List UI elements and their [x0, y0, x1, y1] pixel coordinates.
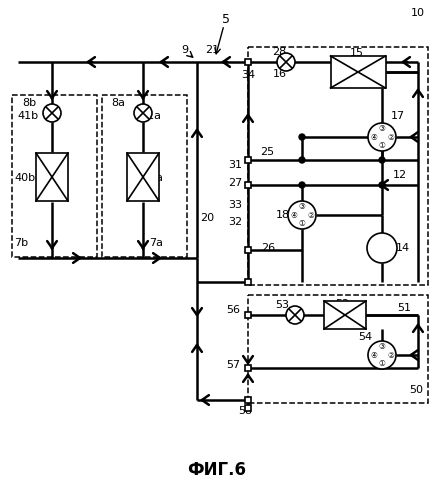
Text: 14: 14	[396, 243, 410, 253]
Text: 41a: 41a	[140, 111, 161, 121]
Circle shape	[368, 123, 396, 151]
Text: ②: ②	[307, 211, 314, 220]
Circle shape	[299, 182, 305, 188]
Text: 34: 34	[241, 70, 255, 80]
Text: 12: 12	[393, 170, 407, 180]
Text: ①: ①	[378, 141, 385, 150]
Text: 5: 5	[222, 12, 230, 25]
Bar	[245, 405, 251, 411]
Bar	[245, 59, 251, 65]
Text: ④: ④	[290, 211, 297, 220]
Text: ④: ④	[370, 133, 377, 142]
Text: 21: 21	[205, 45, 219, 55]
Text: 7b: 7b	[14, 238, 28, 248]
Bar	[248, 47, 428, 285]
Text: ①: ①	[299, 219, 306, 228]
Text: 25: 25	[260, 147, 274, 157]
Bar	[331, 56, 385, 88]
Text: ③: ③	[378, 342, 385, 351]
Circle shape	[286, 306, 304, 324]
Text: 40a: 40a	[142, 173, 163, 183]
Circle shape	[43, 104, 61, 122]
Text: 17: 17	[391, 111, 405, 121]
Circle shape	[288, 201, 316, 229]
Text: ③: ③	[378, 124, 385, 133]
Bar	[245, 279, 251, 285]
Text: ①: ①	[378, 359, 385, 368]
Text: 16: 16	[273, 69, 287, 79]
Bar	[245, 365, 251, 371]
Bar	[245, 182, 251, 188]
Text: 20: 20	[200, 213, 214, 223]
Bar	[36, 153, 68, 201]
Bar	[127, 153, 159, 201]
Text: 7a: 7a	[149, 238, 163, 248]
Bar	[245, 247, 251, 253]
Text: ④: ④	[370, 350, 377, 359]
Bar	[245, 397, 251, 403]
Text: 31: 31	[228, 160, 242, 170]
Circle shape	[379, 182, 385, 188]
Text: 15: 15	[350, 48, 364, 58]
Text: ③: ③	[299, 202, 306, 211]
Text: ФИГ.6: ФИГ.6	[187, 461, 247, 479]
Bar	[248, 295, 428, 403]
Text: 53: 53	[275, 300, 289, 310]
Text: 18: 18	[276, 210, 290, 220]
Text: 57: 57	[226, 360, 240, 370]
Circle shape	[367, 233, 397, 263]
Circle shape	[379, 157, 385, 163]
Text: 8b: 8b	[22, 98, 36, 108]
Circle shape	[299, 157, 305, 163]
Text: 8a: 8a	[111, 98, 125, 108]
Circle shape	[299, 134, 305, 140]
Text: 51: 51	[397, 303, 411, 313]
Circle shape	[277, 53, 295, 71]
Text: 56: 56	[226, 305, 240, 315]
Text: ②: ②	[387, 133, 394, 142]
Text: 26: 26	[261, 243, 275, 253]
Text: ②: ②	[387, 350, 394, 359]
Text: 40b: 40b	[14, 173, 35, 183]
Circle shape	[368, 341, 396, 369]
Bar	[12, 95, 97, 257]
Bar	[102, 95, 187, 257]
Bar	[324, 301, 366, 329]
Text: 9: 9	[181, 45, 188, 55]
Text: 52: 52	[335, 299, 349, 309]
Text: 58: 58	[238, 406, 252, 416]
Text: 50: 50	[409, 385, 423, 395]
Bar	[245, 312, 251, 318]
Text: 41b: 41b	[17, 111, 38, 121]
Text: 27: 27	[228, 178, 242, 188]
Text: 54: 54	[358, 332, 372, 342]
Text: 33: 33	[228, 200, 242, 210]
Text: 10: 10	[411, 8, 425, 18]
Circle shape	[134, 104, 152, 122]
Text: 32: 32	[228, 217, 242, 227]
Bar	[245, 157, 251, 163]
Text: 28: 28	[272, 47, 286, 57]
